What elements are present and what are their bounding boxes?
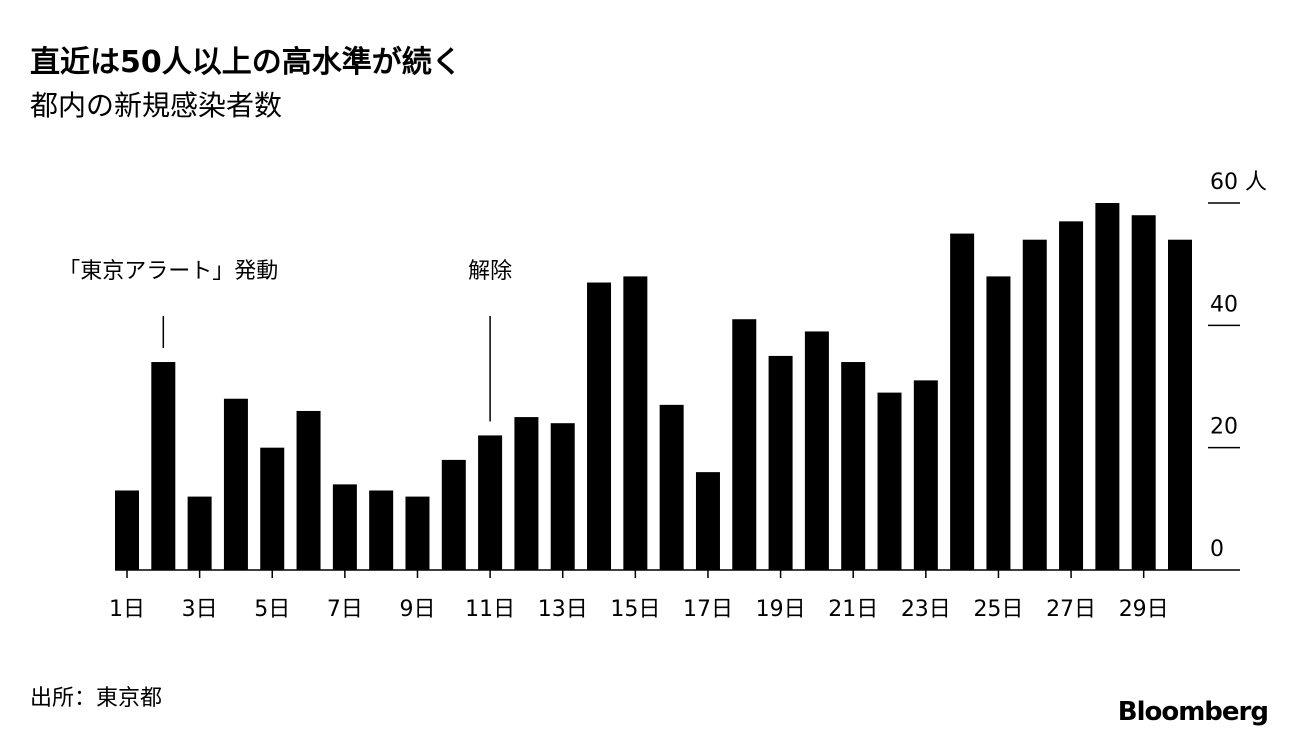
x-tick-label: 23日 xyxy=(901,597,951,622)
chart-subtitle: 都内の新規感染者数 xyxy=(30,89,282,122)
annotation: 「東京アラート」発動 xyxy=(58,259,278,284)
x-tick-label: 17日 xyxy=(683,597,733,622)
bar xyxy=(405,496,430,570)
bar xyxy=(841,362,866,570)
bar xyxy=(187,496,212,570)
bar xyxy=(623,276,648,570)
bar xyxy=(115,490,139,570)
x-tick-label: 13日 xyxy=(538,597,588,622)
bar xyxy=(1095,203,1120,570)
brand-logo: Bloomberg xyxy=(1118,697,1268,727)
source: 出所：東京都 xyxy=(30,686,162,711)
y-tick-label: 0 xyxy=(1210,537,1224,562)
x-tick-label: 25日 xyxy=(973,597,1023,622)
x-tick-label: 3日 xyxy=(182,597,218,622)
x-tick-label: 21日 xyxy=(828,597,878,622)
bar xyxy=(950,233,975,571)
bar xyxy=(441,459,466,570)
bar xyxy=(877,392,902,570)
bar xyxy=(1168,239,1192,570)
bar xyxy=(587,282,612,570)
bar xyxy=(223,398,248,570)
bar xyxy=(369,490,394,570)
y-tick-label: 40 xyxy=(1210,292,1238,317)
bar xyxy=(1022,239,1047,570)
x-tick-label: 15日 xyxy=(610,597,660,622)
bar xyxy=(332,484,357,570)
x-tick-label: 9日 xyxy=(399,597,435,622)
x-tick-label: 29日 xyxy=(1119,597,1169,622)
x-tick-label: 11日 xyxy=(465,597,515,622)
bar xyxy=(1131,215,1156,570)
x-tick-label: 1日 xyxy=(109,597,145,622)
bar xyxy=(296,410,321,570)
x-tick-label: 7日 xyxy=(327,597,363,622)
bar xyxy=(478,435,503,570)
bar xyxy=(151,362,176,570)
bar xyxy=(550,423,575,570)
bar xyxy=(1059,221,1084,570)
bar xyxy=(695,472,720,570)
bar xyxy=(659,404,684,570)
bar xyxy=(768,355,793,570)
bar xyxy=(804,331,829,570)
x-tick-label: 19日 xyxy=(756,597,806,622)
x-tick-label: 27日 xyxy=(1046,597,1096,622)
y-tick-label: 20 xyxy=(1210,415,1238,440)
bar xyxy=(986,276,1011,570)
chart-title: 直近は50人以上の高水準が続く xyxy=(30,45,462,80)
bar xyxy=(732,319,757,570)
bar xyxy=(913,380,938,570)
bar xyxy=(260,447,285,570)
annotation: 解除 xyxy=(468,259,512,284)
bar xyxy=(514,417,539,570)
y-tick-label: 60 人 xyxy=(1210,170,1267,195)
x-tick-label: 5日 xyxy=(254,597,290,622)
